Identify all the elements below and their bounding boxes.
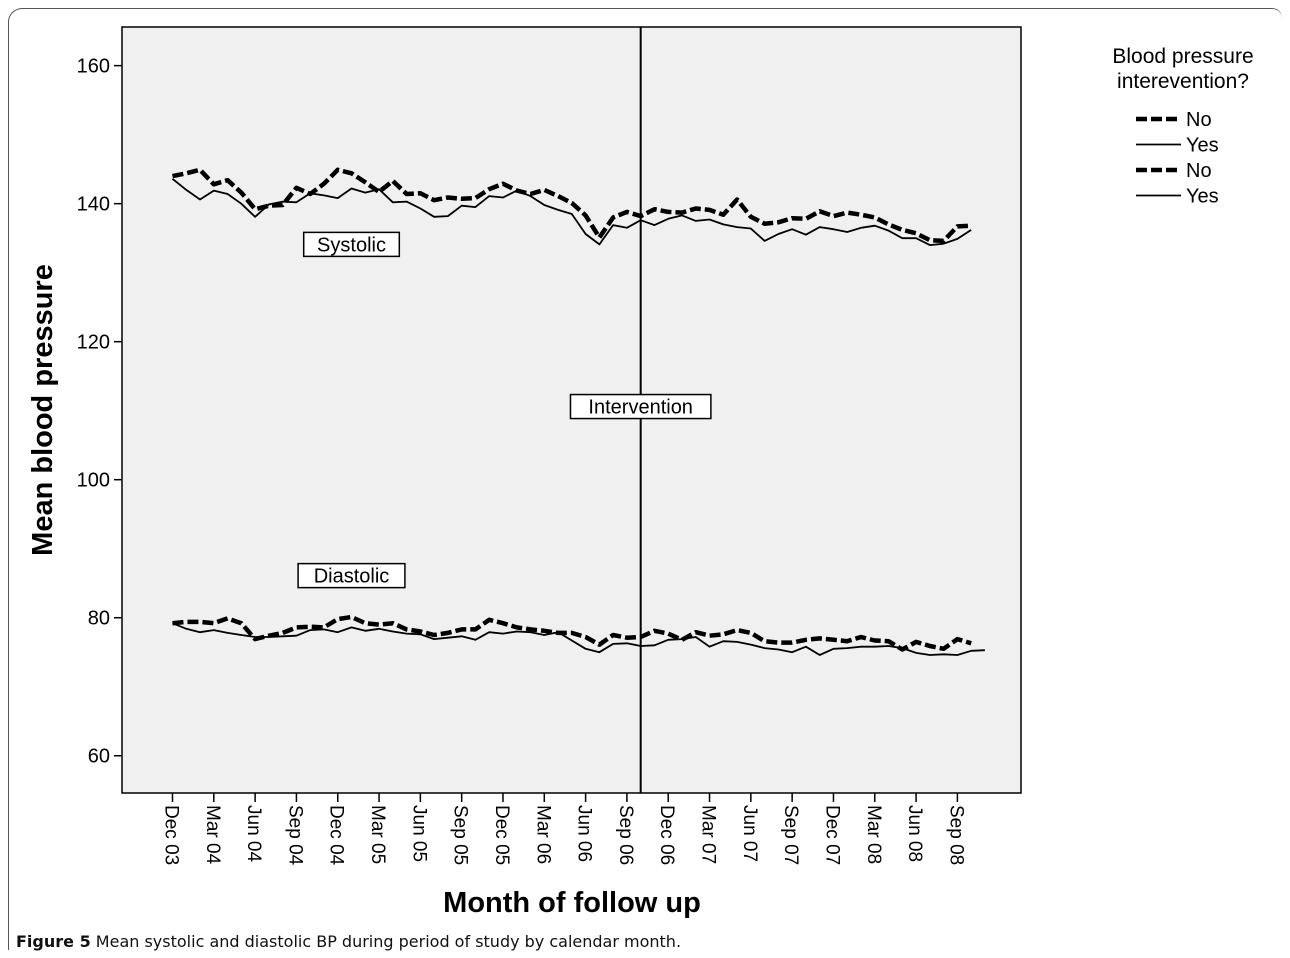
x-tick-label: Dec 03 <box>161 805 182 865</box>
x-tick-label: Sep 08 <box>945 805 966 865</box>
y-tick-label: 140 <box>77 194 110 216</box>
x-tick-label: Dec 05 <box>491 805 512 865</box>
x-tick-label: Jun 05 <box>408 805 429 862</box>
annotation-label: Systolic <box>317 234 386 256</box>
legend-title: Blood pressure <box>1112 45 1253 68</box>
legend-label: Yes <box>1186 135 1219 157</box>
x-tick-label: Jun 07 <box>739 805 760 862</box>
annotation-label: Diastolic <box>314 566 390 588</box>
legend-title: interevention? <box>1117 70 1249 93</box>
x-tick-label: Sep 06 <box>615 805 636 865</box>
y-axis-title: Mean blood pressure <box>27 264 59 556</box>
x-tick-label: Dec 06 <box>656 805 677 865</box>
legend-label: Yes <box>1186 186 1219 208</box>
x-tick-label: Sep 04 <box>284 805 305 866</box>
x-tick-label: Sep 05 <box>450 805 471 865</box>
figure-caption-text: Mean systolic and diastolic BP during pe… <box>90 932 682 951</box>
legend-label: No <box>1186 160 1212 182</box>
annotation-label: Intervention <box>588 397 693 419</box>
y-tick-label: 100 <box>77 470 110 492</box>
x-axis-title: Month of follow up <box>443 887 701 919</box>
figure-frame <box>8 8 1282 950</box>
y-tick-label: 120 <box>77 332 110 354</box>
x-tick-label: Jun 04 <box>243 805 264 862</box>
line-chart: 60 80 100 120 140 160 Dec 03 Mar 04 Jun 04 Sep 04… <box>27 26 1254 919</box>
x-tick-label: Sep 07 <box>780 805 801 865</box>
y-tick-label: 60 <box>88 746 110 768</box>
x-tick-label: Dec 04 <box>326 805 347 866</box>
x-tick-label: Dec 07 <box>821 805 842 865</box>
x-tick-label: Mar 04 <box>202 805 223 865</box>
annotation-box <box>569 393 712 420</box>
x-tick-label: Jun 06 <box>574 805 595 862</box>
y-tick-label: 160 <box>77 56 110 78</box>
x-tick-label: Mar 05 <box>367 805 388 864</box>
annotation-box <box>297 562 406 589</box>
series-line-diastolic-no <box>172 614 972 652</box>
y-tick-label: 80 <box>88 608 110 630</box>
annotation-box <box>302 231 401 258</box>
figure-label: Figure 5 <box>16 932 91 951</box>
x-tick-label: Mar 07 <box>698 805 719 864</box>
x-tick-label: Mar 06 <box>532 805 553 864</box>
series-line-diastolic-yes <box>172 622 985 656</box>
legend-label: No <box>1186 109 1212 131</box>
series-line-systolic-no <box>172 167 972 244</box>
figure-caption: Figure 5 Mean systolic and diastolic BP … <box>16 932 681 951</box>
x-tick-label: Jun 08 <box>904 805 925 862</box>
series-line-systolic-yes <box>171 178 972 247</box>
x-tick-label: Mar 08 <box>863 805 884 864</box>
